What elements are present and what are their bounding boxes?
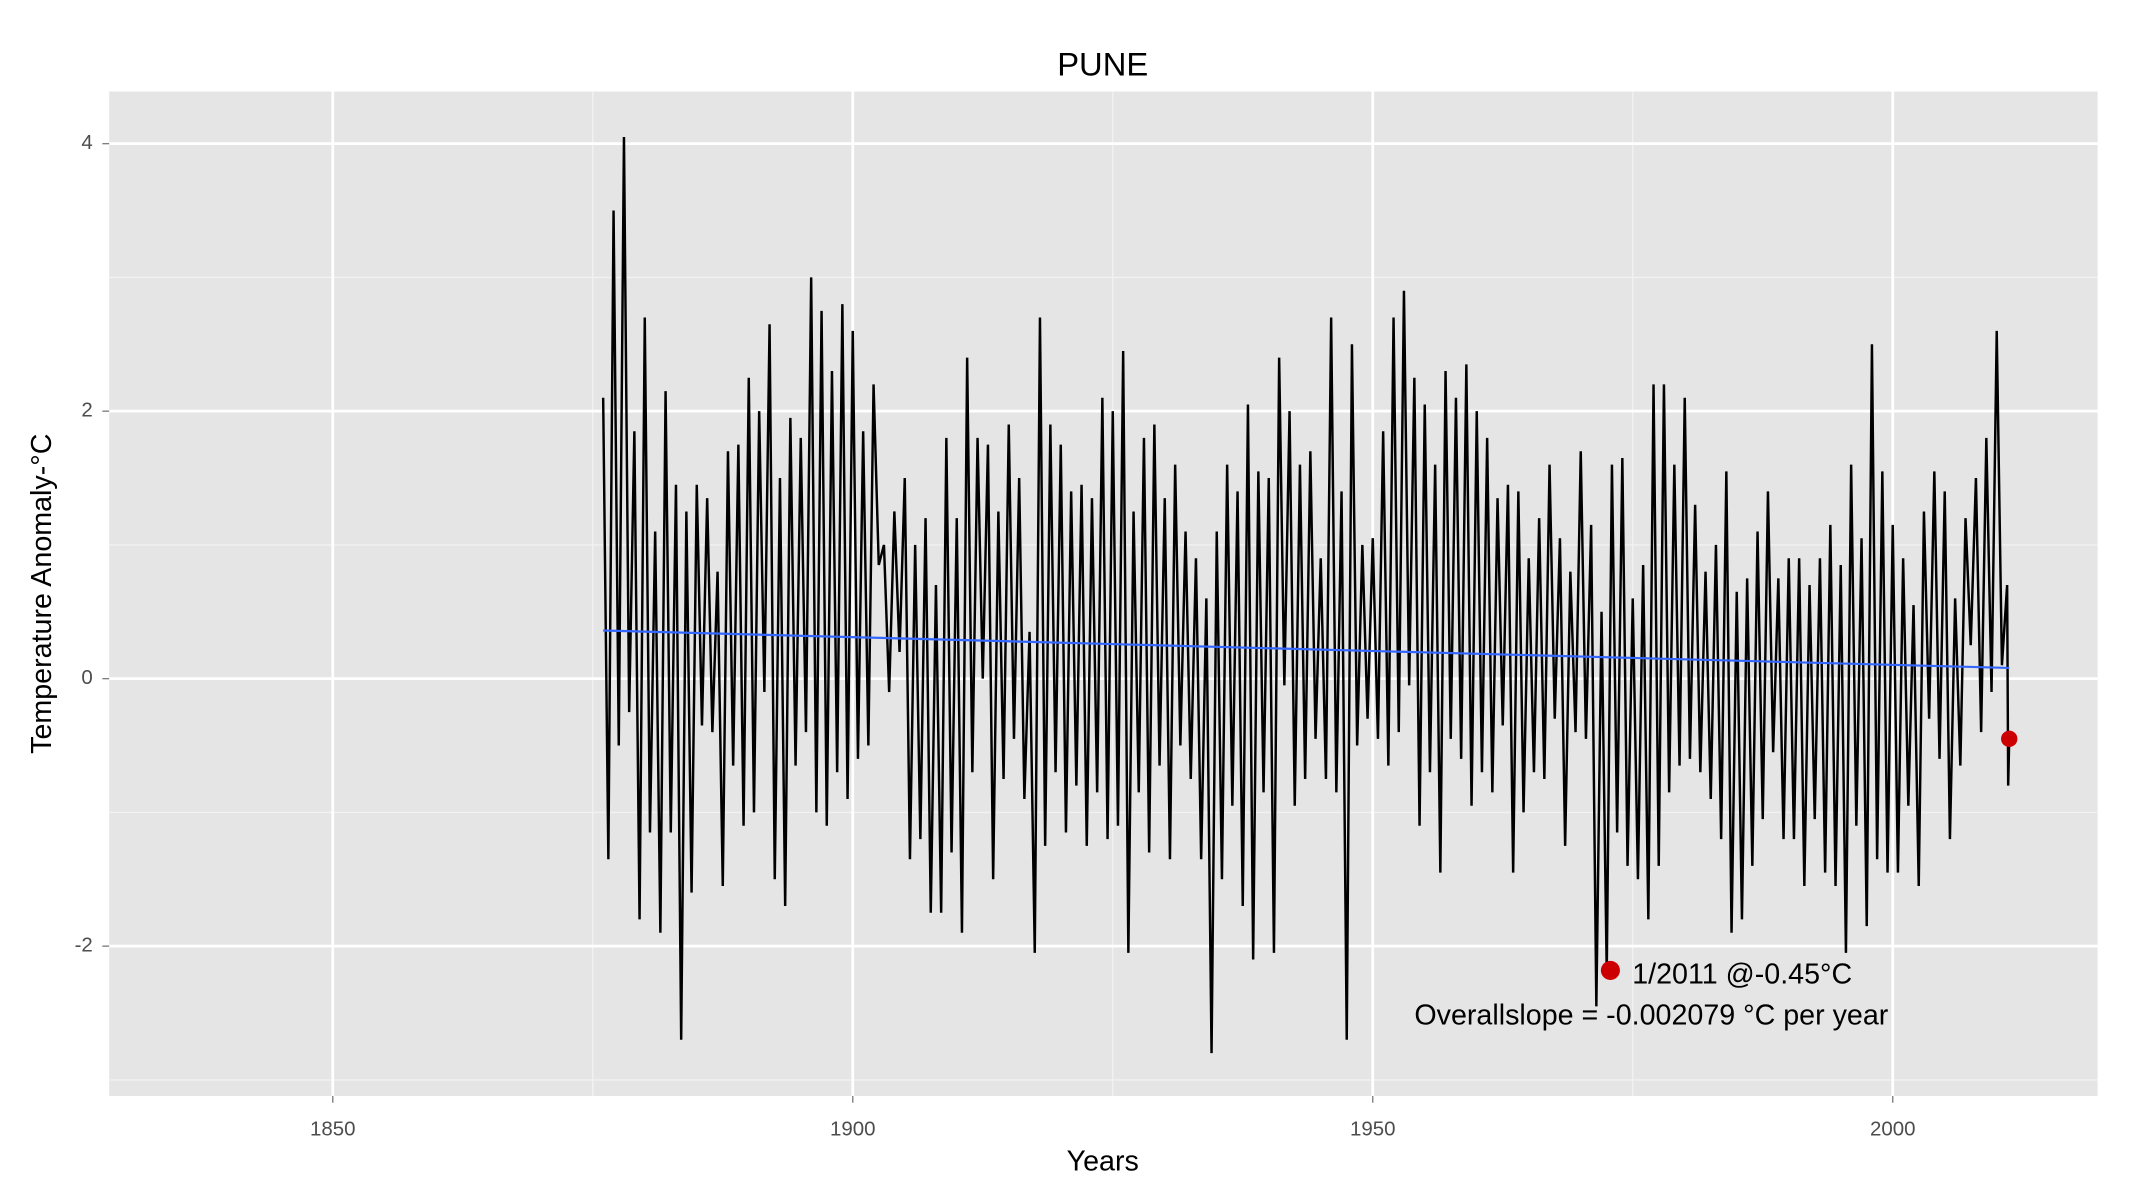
- y-axis-title: Temperature Anomaly-°C: [26, 434, 58, 754]
- chart-title: PUNE: [1057, 46, 1148, 83]
- trend-line: [603, 629, 2010, 670]
- marks: [601, 136, 2018, 1054]
- x-tick-label: 1900: [830, 1117, 876, 1140]
- x-axis-title: Years: [1067, 1145, 1139, 1177]
- annotation: 1/2011 @-0.45°C: [1632, 958, 1852, 990]
- labels: 1850 1900 1950 2000 -2 0 2 4: [75, 131, 1916, 1140]
- y-tick-label: 2: [81, 399, 92, 422]
- x-tick-label: 2000: [1870, 1117, 1916, 1140]
- annotation-dot: [1600, 960, 1620, 980]
- x-tick-label: 1850: [310, 1117, 356, 1140]
- x-tick-label: 1950: [1350, 1117, 1396, 1140]
- y-tick-label: 4: [81, 131, 92, 154]
- highlight-point: [2001, 730, 2018, 748]
- y-tick-label: -2: [75, 934, 93, 957]
- data-line: [601, 136, 2011, 1054]
- annotation: Overallslope = -0.002079 °C per year: [1414, 999, 1888, 1031]
- y-tick-label: 0: [81, 666, 92, 689]
